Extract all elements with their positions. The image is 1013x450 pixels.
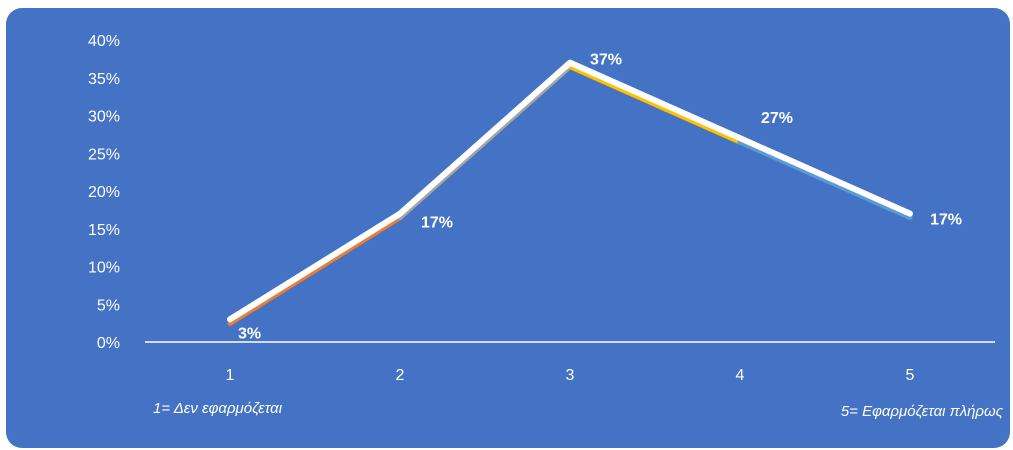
series-segment: [737, 139, 913, 221]
chart-panel: [6, 8, 1010, 448]
x-tick-label: 4: [736, 367, 745, 384]
series-segment: [227, 215, 403, 326]
y-tick-label: 40%: [88, 33, 120, 50]
y-tick-label: 30%: [88, 109, 120, 126]
scale-note-right: 5= Εφαρμόζεται πλήρως: [840, 403, 1003, 420]
y-tick-label: 10%: [88, 260, 120, 277]
y-tick-label: 20%: [88, 184, 120, 201]
data-label: 17%: [930, 212, 962, 229]
y-tick-label: 0%: [97, 335, 120, 352]
data-label: 17%: [421, 215, 453, 232]
series-segment: [567, 64, 743, 145]
x-tick-label: 5: [906, 367, 915, 384]
series-line: [227, 59, 913, 323]
data-label: 3%: [238, 325, 261, 342]
y-tick-label: 35%: [88, 71, 120, 88]
x-tick-label: 1: [226, 367, 235, 384]
data-label: 37%: [590, 52, 622, 69]
y-tick-label: 5%: [97, 297, 120, 314]
data-label: 27%: [761, 110, 793, 127]
y-tick-label: 25%: [88, 146, 120, 163]
scale-note-left: 1= Δεν εφαρμόζεται: [153, 400, 283, 417]
x-tick-label: 3: [566, 367, 575, 384]
x-tick-label: 2: [396, 367, 405, 384]
y-tick-label: 15%: [88, 222, 120, 239]
